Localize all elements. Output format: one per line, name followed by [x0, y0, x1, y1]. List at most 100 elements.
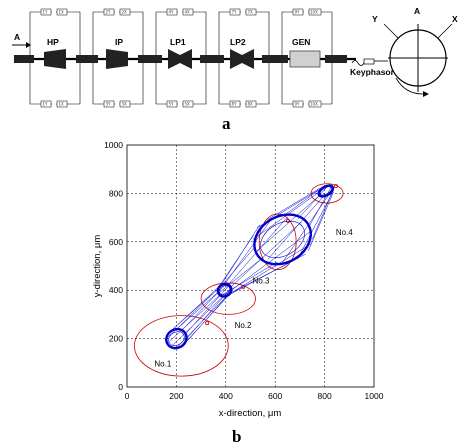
- y-tick-label: 0: [118, 382, 123, 392]
- orbit-connector: [267, 195, 325, 260]
- x-probe-label: X: [452, 14, 458, 24]
- orbit-connector: [230, 221, 302, 288]
- shaft-coupling: [138, 55, 162, 63]
- orbit-connector: [256, 194, 321, 252]
- orbit-connector: [252, 192, 319, 240]
- orbit-ellipse: [317, 184, 335, 198]
- x-tick-label: 200: [169, 391, 183, 401]
- x-tick-label: 0: [125, 391, 130, 401]
- orbit-inner: [219, 285, 231, 296]
- orbit-connector: [167, 294, 221, 344]
- keyphasor-wave: [351, 60, 365, 66]
- orbit-chart: 0 200 400 600 800 1000 0 200 400 600 800 1000 No.1…: [92, 140, 384, 446]
- clearance-marker: [205, 321, 210, 326]
- shaft-coupling: [262, 55, 288, 63]
- probe-tags: 1Y 1X 1Y 1X 2Y 2X 3Y 3X 4Y 4X 5Y 5X 7Y: [40, 8, 322, 108]
- shaft-coupling: [76, 55, 98, 63]
- clearance-circle: [200, 282, 256, 315]
- x-tick-label: 400: [219, 391, 233, 401]
- svg-text:9Y: 9Y: [295, 102, 301, 107]
- svg-text:5Y: 5Y: [169, 102, 175, 107]
- gen-label: GEN: [292, 37, 310, 47]
- x-tick-label: 1000: [365, 391, 384, 401]
- shaft-coupling: [14, 55, 34, 63]
- lp1-label: LP1: [170, 37, 186, 47]
- x-tick-label: 800: [318, 391, 332, 401]
- lp1-turbine: [168, 49, 192, 69]
- bearing-label: No.4: [336, 228, 353, 237]
- bearing-label: No.2: [235, 321, 252, 330]
- orbit-connector: [297, 193, 333, 260]
- svg-text:8X: 8X: [248, 102, 254, 107]
- x-tick-labels: 0 200 400 600 800 1000: [125, 391, 384, 401]
- bearing-label: No.1: [154, 360, 171, 369]
- orbit-connector: [308, 191, 334, 251]
- orbit-connector: [282, 186, 324, 217]
- orbit-connector: [230, 243, 312, 294]
- orbit-connector: [227, 216, 288, 286]
- svg-text:2X: 2X: [122, 10, 128, 15]
- y-tick-label: 800: [109, 188, 123, 198]
- orbit-connector: [227, 253, 306, 296]
- svg-text:1X: 1X: [59, 10, 65, 15]
- orbit-connector: [171, 295, 224, 347]
- generator: [289, 50, 321, 68]
- svg-text:1X: 1X: [59, 102, 65, 107]
- hp-label: HP: [47, 37, 59, 47]
- shaft-coupling: [200, 55, 224, 63]
- orbit-connector: [167, 288, 218, 335]
- svg-text:9Y: 9Y: [295, 10, 301, 15]
- svg-text:10X: 10X: [310, 102, 318, 107]
- panel-b-label: b: [232, 427, 241, 446]
- grid: [127, 145, 374, 387]
- orbit-connector: [218, 235, 254, 288]
- x-axis-label: x-direction, μm: [219, 408, 282, 419]
- orbit-connector: [256, 190, 319, 229]
- svg-text:10X: 10X: [310, 10, 318, 15]
- y-probe-label: Y: [372, 14, 378, 24]
- panel-a-label: a: [222, 114, 231, 133]
- svg-text:8Y: 8Y: [232, 102, 238, 107]
- svg-text:1Y: 1Y: [43, 102, 49, 107]
- bearing-labels: No.1 No.2 No.3 No.4: [154, 228, 353, 369]
- orbit-connector: [176, 295, 228, 348]
- svg-text:4Y: 4Y: [169, 10, 175, 15]
- lp2-turbine: [230, 49, 254, 69]
- orbit-connector: [297, 186, 328, 220]
- clearance-marker: [333, 184, 338, 189]
- svg-text:3X: 3X: [122, 102, 128, 107]
- orbit-connector: [282, 194, 329, 263]
- rotor-train-diagram: A HP IP LP1 LP2 GEN: [12, 6, 458, 133]
- y-tick-label: 600: [109, 237, 123, 247]
- svg-text:7X: 7X: [248, 10, 254, 15]
- svg-text:2Y: 2Y: [106, 10, 112, 15]
- orbit-connector: [181, 284, 226, 331]
- svg-text:7Y: 7Y: [232, 10, 238, 15]
- orbit-connectors: [165, 186, 334, 348]
- input-arrow-head: [26, 42, 31, 48]
- bearing-label: No.3: [253, 276, 270, 285]
- y-axis-label: y-direction, μm: [92, 235, 103, 298]
- a-probe-label: A: [414, 6, 420, 16]
- plot-area: [126, 144, 375, 388]
- orbit-connector: [165, 292, 219, 339]
- orbit-ellipse: [165, 327, 188, 350]
- y-tick-labels: 0 200 400 600 800 1000: [104, 140, 123, 392]
- rotation-arrow-head: [423, 91, 429, 97]
- orbit-connector: [186, 287, 232, 339]
- keyphasor-label: Keyphasor: [350, 67, 395, 77]
- orbit-inner: [260, 220, 305, 258]
- orbit-connector: [218, 256, 264, 294]
- keyphasor-sensor: [363, 58, 375, 65]
- y-tick-label: 1000: [104, 140, 123, 150]
- orientation-diagram: Y A X: [372, 6, 458, 97]
- orbit-connector: [217, 247, 255, 291]
- orbit-connector: [267, 187, 320, 220]
- svg-text:4X: 4X: [185, 10, 191, 15]
- x-probe-line: [437, 23, 453, 39]
- orbit-connector: [185, 291, 232, 344]
- orbit-connector: [220, 261, 278, 296]
- shaft-coupling: [325, 55, 347, 63]
- y-tick-label: 400: [109, 285, 123, 295]
- svg-text:1Y: 1Y: [43, 10, 49, 15]
